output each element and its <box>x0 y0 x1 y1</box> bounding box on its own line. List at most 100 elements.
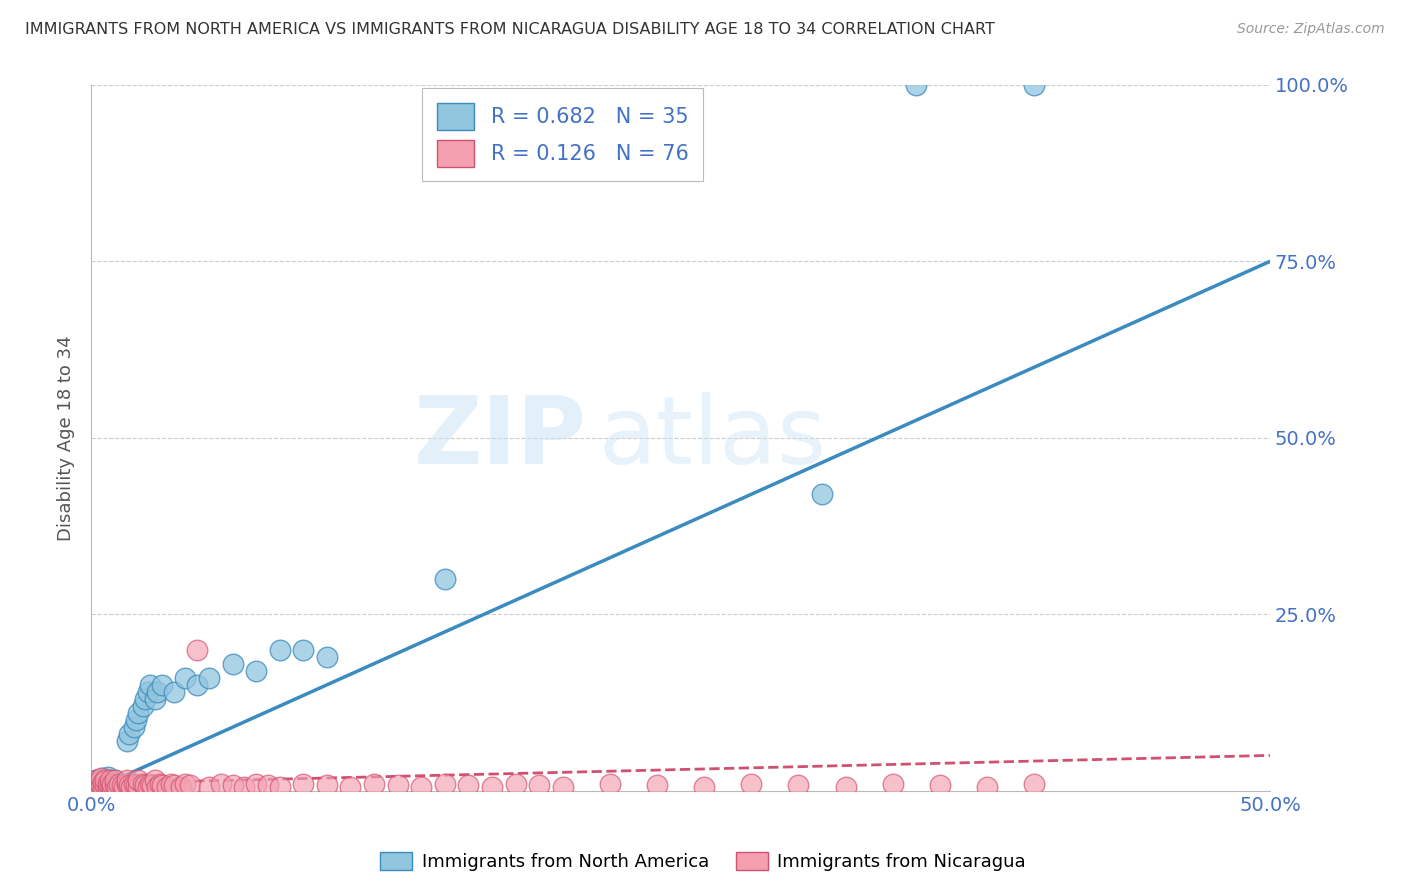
Point <box>134 778 156 792</box>
Point <box>787 778 810 792</box>
Point <box>363 777 385 791</box>
Point <box>740 777 762 791</box>
Point <box>132 777 155 791</box>
Point <box>132 698 155 713</box>
Point <box>108 777 131 791</box>
Point <box>198 671 221 685</box>
Point <box>551 780 574 794</box>
Point <box>87 778 110 792</box>
Point <box>269 780 291 794</box>
Point <box>91 771 114 785</box>
Point <box>118 727 141 741</box>
Point <box>233 780 256 794</box>
Point <box>174 671 197 685</box>
Point <box>91 775 114 789</box>
Point <box>150 778 173 792</box>
Point <box>457 778 479 792</box>
Point <box>339 780 361 794</box>
Y-axis label: Disability Age 18 to 34: Disability Age 18 to 34 <box>58 335 75 541</box>
Point <box>90 778 112 792</box>
Point <box>170 780 193 794</box>
Point <box>115 777 138 791</box>
Point <box>160 777 183 791</box>
Point <box>127 780 149 794</box>
Text: atlas: atlas <box>598 392 827 483</box>
Point <box>87 780 110 794</box>
Point <box>693 780 716 794</box>
Point <box>387 778 409 792</box>
Point <box>115 773 138 788</box>
Point <box>527 778 550 792</box>
Point <box>257 778 280 792</box>
Point <box>91 780 114 794</box>
Point <box>136 685 159 699</box>
Point <box>98 773 121 788</box>
Point <box>1024 78 1046 92</box>
Point <box>112 780 135 794</box>
Point <box>198 780 221 794</box>
Point <box>150 678 173 692</box>
Point <box>139 678 162 692</box>
Point <box>163 778 186 792</box>
Point <box>411 780 433 794</box>
Point <box>104 773 127 788</box>
Point <box>87 775 110 789</box>
Point <box>221 657 243 671</box>
Point <box>104 773 127 788</box>
Point <box>433 777 456 791</box>
Point <box>118 778 141 792</box>
Point <box>179 778 201 792</box>
Point <box>97 780 120 794</box>
Point <box>882 777 904 791</box>
Point <box>481 780 503 794</box>
Point <box>316 778 339 792</box>
Point <box>84 778 107 792</box>
Point <box>84 773 107 788</box>
Point <box>134 692 156 706</box>
Point <box>90 775 112 789</box>
Point <box>146 685 169 699</box>
Point <box>84 773 107 788</box>
Point <box>101 777 124 791</box>
Point <box>98 778 121 792</box>
Point <box>83 777 105 791</box>
Point <box>976 780 998 794</box>
Point <box>120 780 142 794</box>
Point <box>221 778 243 792</box>
Point <box>136 780 159 794</box>
Point <box>125 713 148 727</box>
Point <box>146 780 169 794</box>
Point <box>115 734 138 748</box>
Point <box>104 778 127 792</box>
Point <box>645 778 668 792</box>
Point <box>143 773 166 788</box>
Legend: R = 0.682   N = 35, R = 0.126   N = 76: R = 0.682 N = 35, R = 0.126 N = 76 <box>422 88 703 181</box>
Point <box>245 777 267 791</box>
Point <box>139 777 162 791</box>
Point <box>122 777 145 791</box>
Point <box>94 773 117 788</box>
Text: ZIP: ZIP <box>413 392 586 483</box>
Point <box>292 777 315 791</box>
Point <box>101 775 124 789</box>
Point <box>155 780 177 794</box>
Point <box>141 778 163 792</box>
Point <box>163 685 186 699</box>
Point <box>122 720 145 734</box>
Point <box>90 771 112 785</box>
Point <box>174 777 197 791</box>
Point <box>125 778 148 792</box>
Point <box>905 78 928 92</box>
Point <box>94 777 117 791</box>
Point <box>101 780 124 794</box>
Point <box>186 642 208 657</box>
Point <box>186 678 208 692</box>
Point <box>269 642 291 657</box>
Point <box>209 777 232 791</box>
Point <box>105 780 128 794</box>
Point <box>127 773 149 788</box>
Point <box>834 780 856 794</box>
Point <box>97 770 120 784</box>
Point <box>811 487 834 501</box>
Point <box>83 780 105 794</box>
